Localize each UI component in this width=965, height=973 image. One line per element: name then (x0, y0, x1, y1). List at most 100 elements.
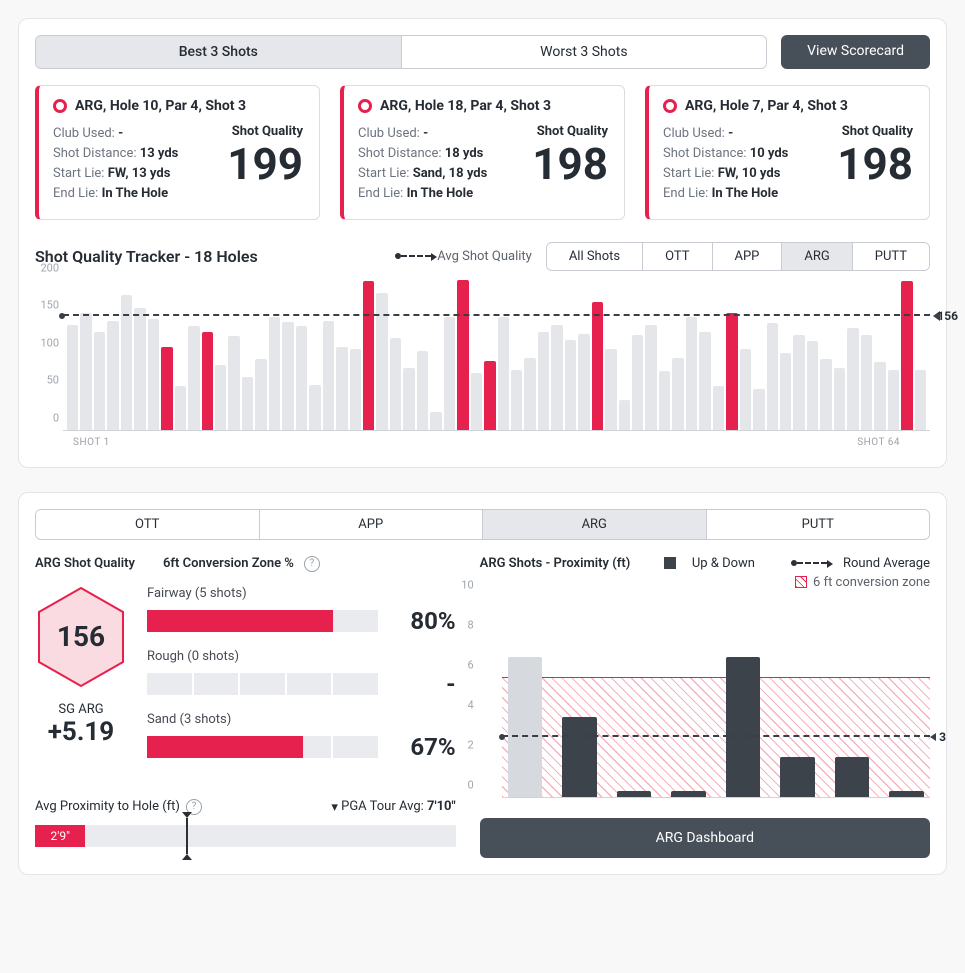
shot-card[interactable]: ARG, Hole 7, Par 4, Shot 3 Club Used: - … (645, 85, 930, 220)
tracker-bar[interactable] (592, 302, 603, 430)
tracker-bar[interactable] (363, 281, 374, 430)
prox-bar[interactable] (562, 717, 597, 797)
tracker-bar[interactable] (619, 400, 630, 430)
tracker-bar[interactable] (767, 323, 778, 430)
filter-all-shots[interactable]: All Shots (547, 243, 642, 270)
tracker-bar[interactable] (632, 335, 643, 430)
shot-card[interactable]: ARG, Hole 10, Par 4, Shot 3 Club Used: -… (35, 85, 320, 220)
tracker-bar[interactable] (471, 373, 482, 430)
prox-bar[interactable] (671, 791, 706, 797)
tracker-bar[interactable] (67, 325, 78, 430)
tracker-bar[interactable] (228, 336, 239, 430)
tracker-bar[interactable] (255, 359, 266, 430)
tracker-bar[interactable] (713, 386, 724, 430)
tracker-bar[interactable] (861, 335, 872, 430)
tracker-bar[interactable] (915, 370, 926, 430)
filter-arg[interactable]: ARG (781, 243, 851, 270)
tracker-bar[interactable] (605, 349, 616, 430)
tracker-bar[interactable] (457, 280, 468, 429)
tracker-bar[interactable] (888, 370, 899, 430)
tracker-bar[interactable] (336, 347, 347, 430)
shot-card-facts: Club Used: - Shot Distance: 13 yds Start… (53, 124, 178, 205)
prox-bar[interactable] (726, 657, 761, 797)
tracker-bar[interactable] (296, 326, 307, 430)
prox-bar[interactable] (508, 657, 543, 797)
info-icon[interactable]: ? (304, 556, 320, 572)
tracker-bar[interactable] (820, 359, 831, 430)
tracker-title: Shot Quality Tracker - 18 Holes (35, 247, 258, 266)
prox-bar[interactable] (835, 757, 870, 797)
tracker-bar[interactable] (134, 308, 145, 430)
tracker-bar[interactable] (484, 361, 495, 430)
shot-quality-label: Shot Quality (227, 124, 303, 139)
tracker-bar[interactable] (565, 340, 576, 430)
tab-app[interactable]: APP (259, 510, 483, 539)
conv-header: 6ft Conversion Zone % (163, 556, 294, 571)
tracker-bar[interactable] (780, 353, 791, 430)
tracker-bar[interactable] (282, 322, 293, 430)
tracker-bar[interactable] (901, 281, 912, 430)
tab-ott[interactable]: OTT (36, 510, 259, 539)
tracker-bar[interactable] (417, 351, 428, 430)
shot-card-title: ARG, Hole 7, Par 4, Shot 3 (685, 98, 848, 114)
tracker-bar[interactable] (645, 325, 656, 430)
tracker-bar[interactable] (726, 313, 737, 430)
tracker-bar[interactable] (215, 365, 226, 430)
tracker-bar[interactable] (524, 358, 535, 430)
hex-badge: 156 (35, 586, 127, 688)
prox-bar[interactable] (889, 791, 924, 797)
tracker-bar[interactable] (444, 317, 455, 430)
tracker-bar[interactable] (148, 319, 159, 430)
prox-chart: 0246810 3 (480, 598, 930, 798)
tracker-bar[interactable] (390, 338, 401, 430)
hex-column: 156 SG ARG +5.19 (35, 586, 127, 747)
arg-dashboard-button[interactable]: ARG Dashboard (480, 818, 930, 858)
tracker-bar[interactable] (834, 368, 845, 430)
tracker-bar[interactable] (175, 386, 186, 430)
tracker-bar[interactable] (80, 313, 91, 429)
tracker-bar[interactable] (309, 385, 320, 430)
tracker-bar[interactable] (107, 321, 118, 430)
tracker-bar[interactable] (699, 332, 710, 430)
tracker-bar[interactable] (430, 412, 441, 430)
filter-putt[interactable]: PUTT (852, 243, 929, 270)
prox-bar[interactable] (780, 757, 815, 797)
tracker-bar[interactable] (874, 362, 885, 430)
view-scorecard-button[interactable]: View Scorecard (781, 35, 930, 69)
pga-label: PGA Tour Avg: (341, 799, 424, 814)
conv-label: Fairway (5 shots) (147, 586, 456, 601)
tracker-bar[interactable] (403, 368, 414, 430)
best-shots-tab[interactable]: Best 3 Shots (36, 36, 401, 68)
tracker-bar[interactable] (188, 326, 199, 430)
tracker-bar[interactable] (202, 332, 213, 430)
tracker-bar[interactable] (740, 349, 751, 430)
tracker-bar[interactable] (659, 371, 670, 430)
tracker-bar[interactable] (323, 321, 334, 430)
tracker-bar[interactable] (793, 335, 804, 430)
prox-bar[interactable] (617, 791, 652, 797)
filter-ott[interactable]: OTT (642, 243, 711, 270)
tracker-bar[interactable] (242, 377, 253, 430)
tracker-bar[interactable] (269, 317, 280, 430)
tracker-bar[interactable] (350, 349, 361, 430)
shot-card[interactable]: ARG, Hole 18, Par 4, Shot 3 Club Used: -… (340, 85, 625, 220)
filter-app[interactable]: APP (712, 243, 782, 270)
tab-putt[interactable]: PUTT (706, 510, 930, 539)
tracker-bar[interactable] (498, 317, 509, 430)
worst-shots-tab[interactable]: Worst 3 Shots (401, 36, 767, 68)
target-icon (53, 99, 67, 113)
tracker-bar[interactable] (672, 358, 683, 430)
tracker-bar[interactable] (551, 325, 562, 430)
tracker-bar[interactable] (753, 389, 764, 430)
prox-chart-header: ARG Shots - Proximity (ft) (480, 556, 631, 571)
tracker-bar[interactable] (161, 347, 172, 430)
tracker-bar[interactable] (807, 341, 818, 430)
tracker-bar[interactable] (94, 332, 105, 430)
tracker-bar[interactable] (511, 370, 522, 430)
tracker-bar[interactable] (538, 332, 549, 430)
tracker-bar[interactable] (578, 334, 589, 430)
tab-arg[interactable]: ARG (482, 510, 706, 539)
tracker-bar[interactable] (847, 328, 858, 430)
lower-left: ARG Shot Quality 6ft Conversion Zone % ?… (35, 556, 456, 858)
tracker-bar[interactable] (686, 317, 697, 430)
